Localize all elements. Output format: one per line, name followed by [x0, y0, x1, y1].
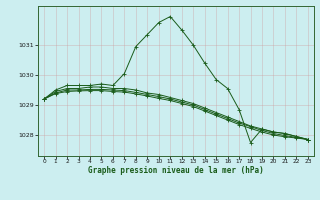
- X-axis label: Graphe pression niveau de la mer (hPa): Graphe pression niveau de la mer (hPa): [88, 166, 264, 175]
